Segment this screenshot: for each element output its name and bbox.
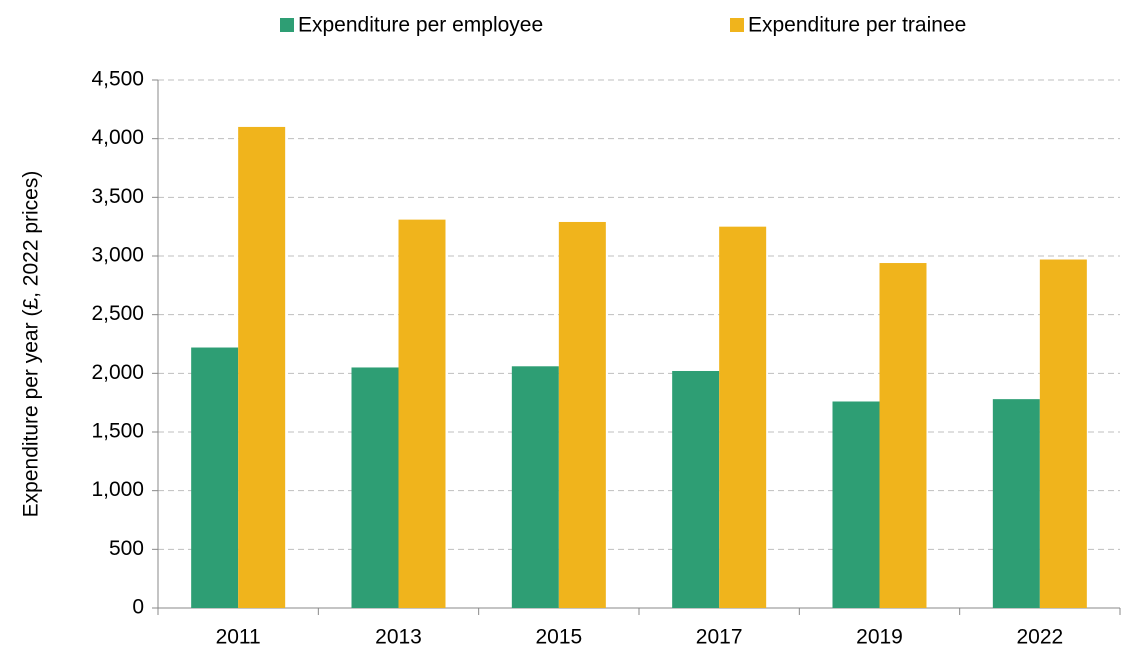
- y-tick-label: 4,500: [91, 68, 144, 91]
- y-tick-label: 500: [109, 537, 144, 560]
- y-tick-label: 0: [132, 596, 144, 619]
- y-tick-label: 1,500: [91, 420, 144, 443]
- x-tick-label: 2017: [696, 626, 743, 649]
- bar: [191, 347, 239, 608]
- bar: [511, 366, 559, 608]
- legend-swatch: [730, 18, 744, 32]
- bar: [992, 399, 1040, 608]
- legend-label: Expenditure per trainee: [748, 14, 966, 37]
- x-tick-label: 2022: [1016, 626, 1063, 649]
- y-tick-label: 2,500: [91, 302, 144, 325]
- bar: [672, 370, 720, 608]
- x-tick-label: 2015: [535, 626, 582, 649]
- y-tick-label: 3,500: [91, 185, 144, 208]
- x-tick-label: 2019: [856, 626, 903, 649]
- x-tick-label: 2013: [375, 626, 422, 649]
- bar: [1039, 259, 1087, 608]
- y-tick-label: 3,000: [91, 244, 144, 267]
- y-tick-label: 4,000: [91, 126, 144, 149]
- bar: [719, 226, 767, 608]
- bar: [832, 401, 880, 608]
- x-tick-label: 2011: [216, 626, 261, 649]
- y-tick-label: 1,000: [91, 478, 144, 501]
- legend-swatch: [280, 18, 294, 32]
- bar: [558, 221, 606, 608]
- y-tick-label: 2,000: [91, 361, 144, 384]
- bar: [398, 219, 446, 609]
- legend-label: Expenditure per employee: [298, 14, 543, 37]
- bar: [351, 367, 399, 608]
- y-axis-label: Expenditure per year (£, 2022 prices): [20, 171, 43, 518]
- bar: [879, 263, 927, 608]
- bar: [238, 126, 286, 608]
